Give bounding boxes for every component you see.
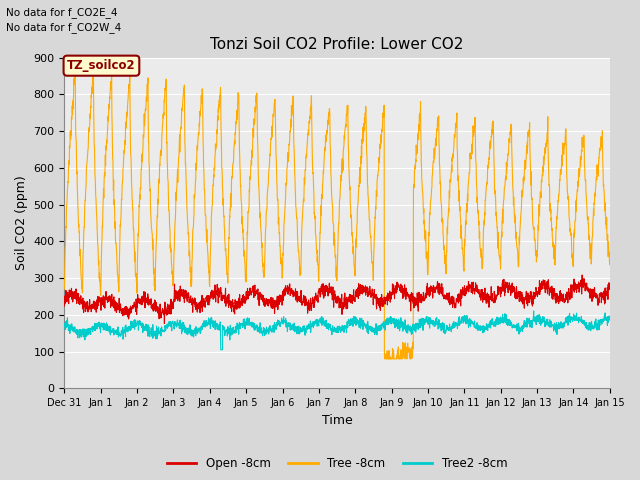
- X-axis label: Time: Time: [322, 414, 353, 427]
- Legend: Open -8cm, Tree -8cm, Tree2 -8cm: Open -8cm, Tree -8cm, Tree2 -8cm: [162, 453, 512, 475]
- Title: Tonzi Soil CO2 Profile: Lower CO2: Tonzi Soil CO2 Profile: Lower CO2: [211, 37, 464, 52]
- Text: No data for f_CO2W_4: No data for f_CO2W_4: [6, 22, 122, 33]
- Text: TZ_soilco2: TZ_soilco2: [67, 59, 136, 72]
- Y-axis label: Soil CO2 (ppm): Soil CO2 (ppm): [15, 176, 28, 270]
- Text: No data for f_CO2E_4: No data for f_CO2E_4: [6, 7, 118, 18]
